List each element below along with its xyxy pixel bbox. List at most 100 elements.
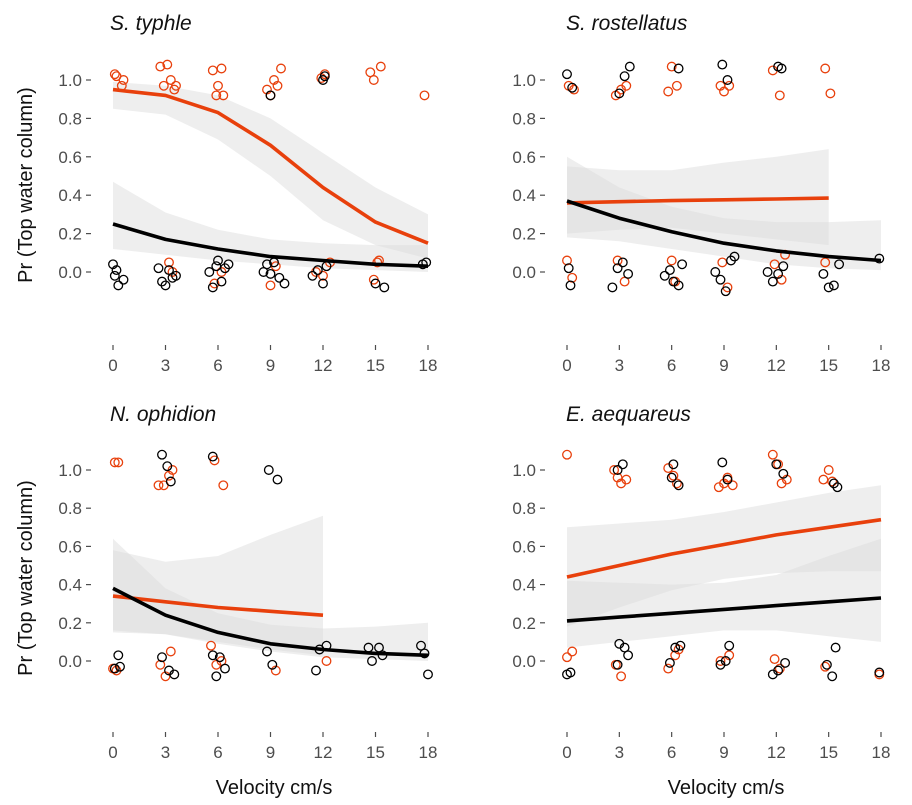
data-point [820, 63, 831, 74]
y-tick-label: 0.2 [512, 225, 536, 244]
x-tick-label: 3 [161, 356, 170, 375]
data-point [563, 263, 574, 274]
data-point [307, 270, 318, 281]
data-point [118, 274, 129, 285]
data-point [670, 650, 681, 661]
x-tick-label: 15 [366, 356, 385, 375]
y-tick-label: 0.8 [512, 499, 536, 518]
data-point [367, 656, 377, 666]
data-point [769, 654, 780, 665]
data-point [318, 278, 328, 289]
x-tick-label: 15 [819, 356, 838, 375]
y-tick-label: 1.0 [58, 71, 82, 90]
data-point [169, 669, 180, 680]
data-point [272, 474, 283, 485]
y-tick-label: 0.4 [512, 186, 536, 205]
y-tick-label: 0.8 [58, 499, 82, 518]
data-point [113, 650, 124, 661]
data-point [155, 61, 166, 72]
data-point [162, 59, 173, 70]
x-tick-label: 9 [719, 743, 728, 762]
data-point [624, 61, 635, 72]
x-tick-label: 12 [767, 356, 786, 375]
data-point [830, 642, 841, 653]
data-point [115, 661, 125, 672]
data-point [207, 650, 218, 661]
data-point [774, 663, 785, 674]
data-point [165, 75, 176, 85]
x-tick-label: 9 [719, 356, 728, 375]
confidence-band [567, 485, 881, 627]
x-tick-label: 18 [872, 356, 891, 375]
data-point [666, 255, 677, 266]
data-point [211, 90, 222, 101]
data-point [717, 59, 728, 70]
data-point [776, 63, 787, 74]
data-point [773, 665, 784, 676]
data-point [312, 265, 323, 276]
y-tick-label: 1.0 [512, 461, 536, 480]
data-point [722, 75, 733, 85]
data-point [113, 280, 124, 291]
data-point [671, 478, 682, 489]
y-tick-label: 0.2 [512, 614, 536, 633]
data-point [220, 663, 230, 674]
fit-line [566, 196, 829, 205]
data-point [165, 646, 176, 657]
data-point [370, 278, 381, 289]
fit-line [112, 87, 429, 245]
data-point [617, 459, 628, 470]
data-point [720, 286, 731, 297]
data-point [311, 665, 321, 676]
data-point [368, 75, 379, 85]
data-point [659, 270, 670, 281]
x-axis-title-right: Velocity cm/s [668, 777, 785, 799]
data-point [171, 80, 181, 91]
data-point [827, 671, 838, 682]
data-point [321, 656, 332, 666]
data-point [207, 282, 218, 293]
data-point [158, 80, 169, 91]
data-point [567, 82, 578, 93]
data-point [118, 75, 129, 85]
data-point [612, 465, 623, 475]
data-point [767, 449, 778, 460]
data-point [623, 268, 634, 279]
data-point [612, 659, 623, 670]
data-point [211, 671, 222, 682]
data-point [673, 480, 684, 491]
data-point [569, 84, 579, 95]
data-point [710, 267, 721, 277]
data-point [272, 80, 283, 91]
x-tick-label: 6 [213, 743, 222, 762]
confidence-band [113, 181, 428, 272]
data-point [157, 449, 167, 460]
y-axis-title-bottom: Pr (Top water column) [15, 480, 37, 676]
data-point [729, 251, 740, 262]
data-point [719, 86, 729, 97]
data-point [778, 468, 789, 479]
panel-title: S. rostellatus [566, 12, 688, 35]
data-point [607, 282, 618, 293]
data-point [419, 90, 430, 101]
data-point [664, 657, 675, 668]
data-point [153, 480, 164, 491]
data-point [818, 268, 829, 279]
y-tick-label: 0.8 [512, 109, 536, 128]
data-point [673, 63, 684, 74]
data-point [717, 257, 728, 268]
data-point [223, 259, 234, 270]
data-point [562, 449, 572, 460]
data-point [160, 280, 171, 291]
data-point [663, 86, 674, 97]
data-point [666, 472, 677, 483]
data-point [722, 474, 733, 485]
y-tick-label: 0.6 [58, 148, 82, 167]
y-tick-label: 0.2 [58, 614, 82, 633]
data-point [113, 457, 124, 468]
data-point [562, 69, 572, 80]
y-tick-label: 0.4 [58, 186, 82, 205]
data-point [671, 80, 682, 91]
confidence-band [113, 515, 323, 656]
confidence-band [567, 538, 881, 648]
